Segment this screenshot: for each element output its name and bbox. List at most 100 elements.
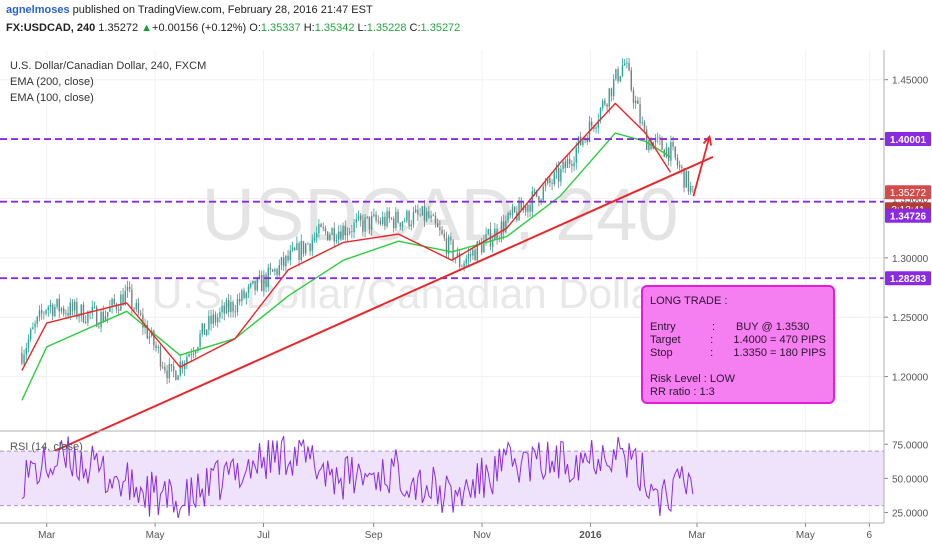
candle-body — [509, 212, 511, 215]
candle-body — [278, 265, 280, 276]
candle-body — [595, 127, 597, 129]
candle-body — [485, 233, 487, 241]
ema200-legend[interactable]: EMA (200, close) — [10, 76, 94, 88]
trade-note-box[interactable]: LONG TRADE : Entry: BUY @ 1.3530 Target: 1… — [641, 285, 835, 404]
y-tick-label: 1.45000 — [892, 76, 929, 87]
candle-body — [208, 315, 210, 330]
candle-body — [507, 212, 509, 221]
candle-body — [34, 323, 36, 328]
candle-body — [29, 329, 32, 340]
candle-body — [177, 375, 179, 380]
time-axis[interactable]: Mar May Jul Sep Nov 2016 Mar May 6 — [0, 522, 884, 541]
series-title[interactable]: U.S. Dollar/Canadian Dollar, 240, FXCM — [10, 60, 207, 72]
ema100-line — [21, 102, 671, 371]
candle-body — [555, 167, 558, 173]
trade-stop-value: 1.3350 = 180 PIPS — [733, 347, 826, 359]
candle-body — [56, 298, 58, 307]
candle-body — [661, 138, 663, 150]
candle-body — [621, 65, 624, 77]
candle-body — [414, 209, 417, 213]
change-value: +0.00156 (+0.12%) — [152, 22, 247, 34]
rsi-tick-label: 75.0000 — [892, 440, 929, 451]
author-link[interactable]: agnelmoses — [6, 4, 70, 16]
candle-body — [419, 214, 421, 216]
candle-body — [161, 366, 164, 368]
candle-body — [254, 280, 256, 291]
candle-body — [417, 209, 419, 215]
candle-body — [648, 140, 650, 151]
low-value: 1.35228 — [366, 22, 407, 34]
trendline-line[interactable] — [21, 155, 714, 467]
candle-body — [467, 254, 470, 259]
candle-body — [476, 241, 478, 261]
candle-body — [562, 161, 564, 170]
candle-body — [252, 280, 254, 284]
candle-body — [76, 301, 78, 318]
candle-body — [654, 138, 657, 143]
svg-text:1.35272: 1.35272 — [890, 188, 927, 199]
candle-body — [397, 211, 399, 223]
candle-body — [670, 141, 672, 161]
candle-body — [293, 247, 296, 250]
candle-body — [551, 182, 553, 184]
close-value: 1.35272 — [420, 22, 461, 34]
candle-body — [122, 294, 124, 306]
candle-body — [357, 215, 360, 220]
candle-body — [586, 137, 588, 143]
candle-body — [192, 353, 195, 355]
rsi-legend[interactable]: RSI (14, close) — [10, 441, 83, 453]
candle-body — [93, 306, 96, 308]
candle-body — [483, 240, 485, 253]
symbol-label[interactable]: FX:USDCAD, 240 — [6, 22, 96, 34]
candle-body — [674, 146, 676, 158]
x-tick-label: Mar — [38, 530, 56, 541]
candle-body — [329, 234, 331, 241]
candle-body — [289, 250, 291, 261]
candle-body — [575, 148, 577, 164]
trendline[interactable] — [21, 155, 714, 467]
ema-lines — [21, 102, 671, 401]
candle-body — [159, 347, 162, 367]
candle-body — [436, 223, 439, 228]
candle-body — [320, 224, 322, 228]
candle-body — [113, 298, 115, 304]
candle-body — [104, 316, 107, 322]
candle-body — [524, 206, 527, 212]
candle-body — [172, 366, 175, 371]
candle-body — [342, 225, 344, 240]
candle-body — [71, 302, 74, 311]
trade-title: LONG TRADE : — [650, 295, 728, 307]
candle-body — [390, 218, 393, 220]
candle-body — [247, 286, 250, 294]
rsi-axis[interactable]: 75.0000 50.0000 25.0000 — [884, 440, 929, 519]
candle-body — [148, 336, 151, 339]
trade-entry-label: Entry — [650, 321, 676, 333]
candle-body — [168, 364, 170, 379]
candle-body — [549, 178, 551, 183]
candle-body — [170, 364, 173, 367]
candle-body — [568, 159, 571, 164]
candle-body — [689, 186, 692, 192]
candle-body — [223, 305, 225, 314]
ema100-legend[interactable]: EMA (100, close) — [10, 92, 94, 104]
candle-body — [274, 269, 276, 272]
projection-arrow[interactable] — [692, 134, 712, 197]
candle-body — [379, 220, 382, 224]
candle-body — [612, 78, 615, 97]
candle-body — [401, 221, 404, 227]
candle-body — [21, 352, 23, 364]
candle-body — [687, 171, 690, 192]
candle-body — [399, 222, 401, 227]
candle-body — [133, 308, 135, 310]
candle-body — [302, 241, 305, 254]
price-axis[interactable]: 1.450001.400001.350001.300001.250001.200… — [884, 76, 929, 384]
candle-body — [212, 314, 214, 324]
candle-body — [634, 100, 637, 104]
candle-body — [120, 294, 122, 311]
candle-body — [423, 206, 426, 221]
candle-body — [421, 206, 423, 216]
candle-body — [615, 69, 617, 79]
candle-body — [628, 62, 630, 71]
candle-body — [67, 313, 69, 316]
candle-body — [51, 304, 54, 317]
